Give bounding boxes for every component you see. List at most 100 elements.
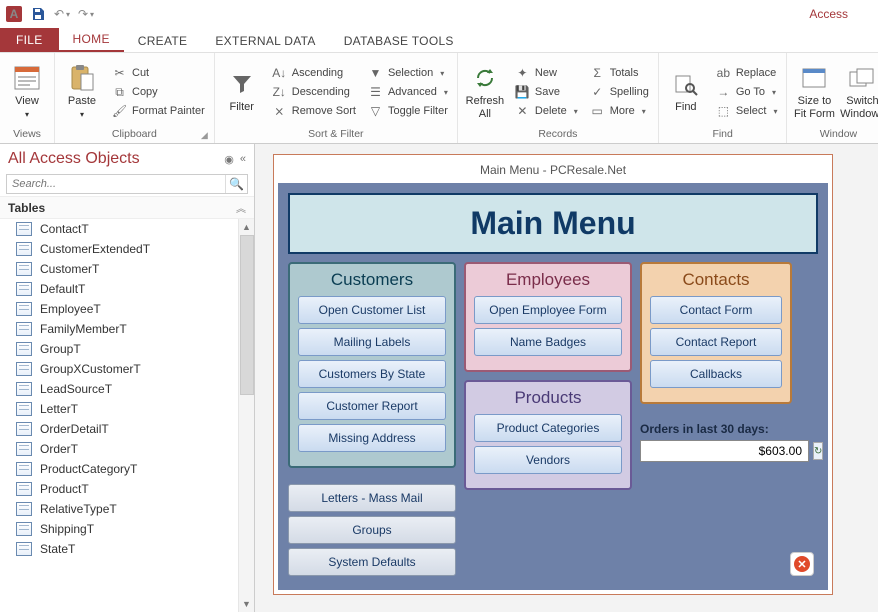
new-button[interactable]: ✦New: [512, 65, 581, 82]
delete-button[interactable]: ✕Delete▾: [512, 103, 581, 120]
table-name: GroupXCustomerT: [40, 362, 141, 376]
remove-sort-button[interactable]: ⨯Remove Sort: [269, 103, 359, 120]
extra-button[interactable]: System Defaults: [288, 548, 456, 576]
cut-button[interactable]: ✂Cut: [109, 65, 208, 82]
switch-windows-button[interactable]: Switch Windows: [841, 58, 878, 126]
paste-icon: [68, 64, 96, 92]
search-icon[interactable]: 🔍: [225, 175, 247, 193]
products-button[interactable]: Vendors: [474, 446, 622, 474]
customers-button[interactable]: Customer Report: [298, 392, 446, 420]
orders-refresh-icon[interactable]: ↻: [813, 442, 823, 460]
orders-value-field[interactable]: [640, 440, 809, 462]
totals-button[interactable]: ΣTotals: [587, 65, 652, 82]
contacts-button[interactable]: Callbacks: [650, 360, 782, 388]
copy-button[interactable]: ⧉Copy: [109, 84, 208, 101]
scroll-down-icon[interactable]: ▼: [239, 596, 254, 612]
save-icon[interactable]: [30, 6, 46, 22]
nav-table-item[interactable]: RelativeTypeT: [0, 499, 254, 519]
tab-create[interactable]: CREATE: [124, 30, 202, 52]
customers-button[interactable]: Customers By State: [298, 360, 446, 388]
selection-button[interactable]: ▼Selection▾: [365, 65, 451, 82]
nav-table-item[interactable]: FamilyMemberT: [0, 319, 254, 339]
switch-label: Switch Windows: [840, 95, 878, 119]
nav-table-item[interactable]: ShippingT: [0, 519, 254, 539]
extra-button[interactable]: Letters - Mass Mail: [288, 484, 456, 512]
nav-header[interactable]: All Access Objects ◉ «: [0, 144, 254, 172]
select-button[interactable]: ⬚Select▾: [713, 103, 781, 120]
nav-collapse-icon[interactable]: «: [240, 153, 246, 165]
close-button[interactable]: ✕: [790, 552, 814, 576]
table-icon: [16, 442, 32, 456]
refresh-icon: [471, 64, 499, 92]
products-button[interactable]: Product Categories: [474, 414, 622, 442]
redo-icon[interactable]: ↷▾: [78, 6, 94, 22]
nav-dropdown-icon[interactable]: ◉: [224, 153, 234, 166]
contacts-button[interactable]: Contact Report: [650, 328, 782, 356]
scroll-thumb[interactable]: [240, 235, 254, 395]
replace-button[interactable]: abReplace: [713, 65, 781, 82]
panel-customers: Customers Open Customer ListMailing Labe…: [288, 262, 456, 468]
size-to-fit-button[interactable]: Size to Fit Form: [793, 58, 835, 126]
nav-table-item[interactable]: LeadSourceT: [0, 379, 254, 399]
customers-button[interactable]: Missing Address: [298, 424, 446, 452]
extra-button[interactable]: Groups: [288, 516, 456, 544]
descending-button[interactable]: Z↓Descending: [269, 84, 359, 101]
nav-table-item[interactable]: OrderDetailT: [0, 419, 254, 439]
form-window-title: Main Menu - PCResale.Net: [278, 159, 828, 183]
refresh-all-button[interactable]: Refresh All: [464, 58, 506, 126]
save-icon-small: 💾: [515, 85, 530, 100]
employees-button[interactable]: Name Badges: [474, 328, 622, 356]
clipboard-launcher-icon[interactable]: ◢: [201, 130, 208, 141]
nav-table-item[interactable]: CustomerT: [0, 259, 254, 279]
paste-button[interactable]: Paste▾: [61, 58, 103, 126]
undo-icon[interactable]: ↶▾: [54, 6, 70, 22]
nav-table-item[interactable]: CustomerExtendedT: [0, 239, 254, 259]
nav-table-item[interactable]: GroupT: [0, 339, 254, 359]
contacts-button[interactable]: Contact Form: [650, 296, 782, 324]
main-menu-title: Main Menu: [290, 205, 816, 242]
nav-table-item[interactable]: ContactT: [0, 219, 254, 239]
customers-button[interactable]: Mailing Labels: [298, 328, 446, 356]
panel-employees: Employees Open Employee FormName Badges: [464, 262, 632, 372]
table-icon: [16, 502, 32, 516]
save-button[interactable]: 💾Save: [512, 84, 581, 101]
advanced-button[interactable]: ☰Advanced▾: [365, 84, 451, 101]
nav-table-item[interactable]: GroupXCustomerT: [0, 359, 254, 379]
nav-table-item[interactable]: StateT: [0, 539, 254, 559]
goto-icon: →: [716, 85, 731, 100]
tab-home[interactable]: HOME: [59, 28, 124, 52]
view-button[interactable]: View▾: [6, 58, 48, 126]
scroll-up-icon[interactable]: ▲: [239, 219, 254, 235]
size-label: Size to Fit Form: [794, 95, 835, 119]
goto-button[interactable]: →Go To▾: [713, 84, 781, 101]
remove-sort-icon: ⨯: [272, 104, 287, 119]
nav-table-item[interactable]: EmployeeT: [0, 299, 254, 319]
nav-table-item[interactable]: ProductCategoryT: [0, 459, 254, 479]
find-icon: [672, 70, 700, 98]
nav-table-item[interactable]: ProductT: [0, 479, 254, 499]
filter-button[interactable]: Filter: [221, 58, 263, 126]
toggle-filter-button[interactable]: ▽Toggle Filter: [365, 103, 451, 120]
spelling-button[interactable]: ✓Spelling: [587, 84, 652, 101]
find-button[interactable]: Find: [665, 58, 707, 126]
tab-database-tools[interactable]: DATABASE TOOLS: [330, 30, 468, 52]
nav-table-item[interactable]: OrderT: [0, 439, 254, 459]
customers-button[interactable]: Open Customer List: [298, 296, 446, 324]
table-name: LeadSourceT: [40, 382, 112, 396]
form-canvas: Main Menu - PCResale.Net Main Menu Custo…: [255, 144, 878, 612]
nav-table-item[interactable]: DefaultT: [0, 279, 254, 299]
nav-group-tables[interactable]: Tables ︽: [0, 196, 254, 219]
employees-button[interactable]: Open Employee Form: [474, 296, 622, 324]
tab-external-data[interactable]: EXTERNAL DATA: [201, 30, 329, 52]
ribbon-tabs: FILE HOME CREATE EXTERNAL DATA DATABASE …: [0, 28, 878, 52]
scrollbar[interactable]: ▲ ▼: [238, 219, 254, 612]
nav-table-item[interactable]: LetterT: [0, 399, 254, 419]
ascending-button[interactable]: A↓Ascending: [269, 65, 359, 82]
more-button[interactable]: ▭More▾: [587, 103, 652, 120]
table-icon: [16, 422, 32, 436]
tab-file[interactable]: FILE: [0, 28, 59, 52]
more-icon: ▭: [590, 104, 605, 119]
title-bar: A ↶▾ ↷▾ Access: [0, 0, 878, 28]
format-painter-button[interactable]: 🖌Format Painter: [109, 103, 208, 120]
search-input[interactable]: [7, 175, 225, 193]
